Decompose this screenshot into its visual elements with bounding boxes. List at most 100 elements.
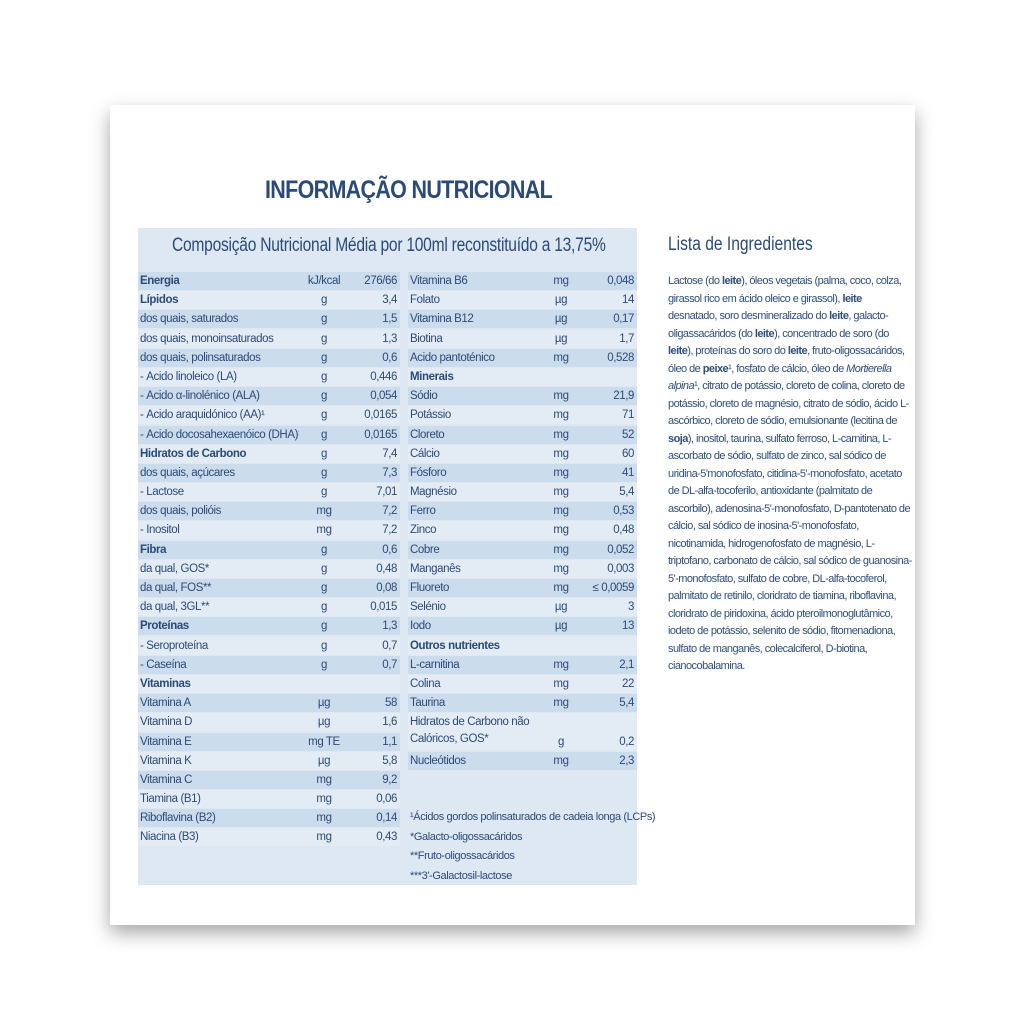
row-unit: mg bbox=[316, 793, 332, 806]
table-row: Vitamina C mg 9,2 bbox=[138, 770, 400, 789]
row-name: da qual, GOS* bbox=[140, 562, 209, 575]
row-value: 22 bbox=[622, 677, 634, 690]
row-unit: g bbox=[321, 658, 327, 671]
row-name: - Ácido linoleico (LA) bbox=[140, 370, 237, 383]
row-name: dos quais, monoinsaturados bbox=[140, 332, 274, 345]
row-unit: mg bbox=[553, 390, 569, 403]
ingredients-title: Lista de Ingredientes bbox=[668, 234, 813, 255]
row-value: 14 bbox=[622, 294, 634, 307]
row-unit: g bbox=[558, 736, 564, 749]
row-value: 1,7 bbox=[619, 332, 634, 345]
row-value: 7,01 bbox=[376, 486, 397, 499]
allergen-highlight: leite bbox=[754, 327, 775, 340]
row-unit: g bbox=[321, 620, 327, 633]
row-name: dos quais, saturados bbox=[140, 313, 239, 326]
row-unit: mg bbox=[553, 524, 569, 537]
row-name: Hidratos de Carbono bbox=[140, 447, 247, 460]
table-row: Biotina µg 1,7 bbox=[408, 329, 637, 348]
row-name: - Ácido araquidónico (AA)¹ bbox=[140, 409, 265, 422]
row-value: 0,0165 bbox=[364, 428, 397, 441]
allergen-highlight: leite bbox=[787, 345, 808, 357]
row-unit: µg bbox=[554, 294, 568, 307]
row-name: Ferro bbox=[410, 505, 436, 518]
row-value: 0,7 bbox=[382, 658, 397, 671]
row-unit: g bbox=[321, 370, 327, 383]
row-unit: mg bbox=[553, 505, 569, 518]
table-row: Manganês mg 0,003 bbox=[408, 559, 637, 578]
row-value: 0,528 bbox=[607, 351, 634, 364]
row-unit: g bbox=[321, 582, 327, 594]
row-value: 1,1 bbox=[382, 735, 397, 748]
row-value: 0,17 bbox=[613, 313, 634, 326]
row-unit: mg bbox=[553, 582, 569, 594]
row-name: dos quais, açúcares bbox=[140, 466, 235, 479]
table-row: Cloreto mg 52 bbox=[408, 425, 637, 444]
table-row: dos quais, açúcares g 7,3 bbox=[138, 463, 400, 482]
footnote: *Galacto-oligossacáridos bbox=[410, 830, 523, 843]
row-unit: g bbox=[321, 351, 327, 364]
row-value: 9,2 bbox=[382, 773, 397, 786]
ingredient-text: ¹, citrato de potássio, cloreto de colin… bbox=[668, 380, 909, 427]
ingredient-text: desnatado, soro desmineralizado do bbox=[668, 310, 830, 322]
row-value: 276/66 bbox=[364, 275, 397, 287]
ingredient-text: Mortierella alpina bbox=[668, 362, 892, 393]
row-value: 0,14 bbox=[376, 812, 397, 825]
row-value: 0,052 bbox=[607, 543, 634, 556]
row-name: Colina bbox=[410, 677, 441, 690]
table-row: Niacina (B3) mg 0,43 bbox=[138, 828, 400, 847]
row-unit: g bbox=[321, 332, 327, 345]
row-name: Fibra bbox=[140, 543, 167, 556]
row-value: 0,43 bbox=[376, 831, 397, 844]
ingredient-text: , galacto-oligassacáridos (do bbox=[668, 310, 889, 340]
row-name: Cloreto bbox=[410, 428, 445, 441]
row-name: - Inositol bbox=[140, 524, 180, 537]
row-unit: µg bbox=[554, 601, 568, 614]
row-name: - Caseína bbox=[140, 658, 187, 671]
table-row: Hidratos de Carbono não Calóricos, GOS* g… bbox=[408, 713, 637, 751]
row-value: 1,3 bbox=[382, 332, 397, 345]
table-row: - Ácido araquidónico (AA)¹ g 0,0165 bbox=[138, 406, 400, 425]
ingredient-text: ), concentrado de soro (do bbox=[774, 327, 889, 340]
row-name: Cobre bbox=[410, 543, 440, 556]
row-value: 21,9 bbox=[613, 390, 634, 403]
row-name: Vitamina B12 bbox=[410, 313, 474, 326]
row-unit: g bbox=[321, 313, 327, 326]
table-row: Fósforo mg 41 bbox=[408, 463, 637, 482]
row-value: 58 bbox=[385, 697, 397, 710]
table-row: Fibra g 0,6 bbox=[138, 540, 400, 559]
row-name: Cálcio bbox=[410, 447, 440, 460]
row-name: Iodo bbox=[410, 620, 431, 633]
row-value: 5,4 bbox=[619, 486, 634, 499]
table-row: Outros nutrientes bbox=[408, 636, 637, 655]
row-name: L-carnitina bbox=[410, 658, 460, 671]
row-unit: µg bbox=[317, 754, 331, 767]
footnote: **Fruto-oligossacáridos bbox=[410, 850, 515, 862]
row-unit: g bbox=[321, 543, 327, 556]
row-value: 5,8 bbox=[382, 754, 397, 767]
table-row: Hidratos de Carbono g 7,4 bbox=[138, 444, 400, 463]
row-value: 0,48 bbox=[376, 562, 397, 575]
row-value: 0,6 bbox=[382, 543, 397, 556]
table-row: Fluoreto mg ≤ 0,0059 bbox=[408, 579, 637, 597]
table-row: Magnésio mg 5,4 bbox=[408, 483, 637, 502]
row-unit: mg bbox=[553, 275, 569, 287]
table-row: Vitamina E mg TE 1,1 bbox=[138, 732, 400, 751]
table-row: Nucleótidos mg 2,3 bbox=[408, 751, 637, 770]
row-value: 0,6 bbox=[382, 351, 397, 364]
row-value: 7,2 bbox=[382, 505, 397, 518]
row-name: Outros nutrientes bbox=[410, 639, 500, 652]
table-row: Taurina mg 5,4 bbox=[408, 694, 637, 713]
table-row: - Ácido linoleico (LA) g 0,446 bbox=[138, 367, 400, 386]
row-unit: µg bbox=[554, 332, 568, 345]
row-unit: kJ/kcal bbox=[307, 275, 341, 287]
row-value: 1,6 bbox=[382, 716, 397, 729]
ingredient-text: Lactose (do bbox=[668, 275, 722, 287]
row-value: 52 bbox=[622, 428, 634, 441]
row-name: Tiamina (B1) bbox=[140, 793, 201, 806]
row-value: 0,08 bbox=[376, 582, 397, 594]
row-unit: g bbox=[321, 486, 327, 499]
table-row: - Seroproteína g 0,7 bbox=[138, 636, 400, 655]
allergen-highlight: leite bbox=[668, 345, 688, 357]
row-name: Vitaminas bbox=[140, 677, 191, 690]
row-name: Manganês bbox=[410, 562, 461, 575]
